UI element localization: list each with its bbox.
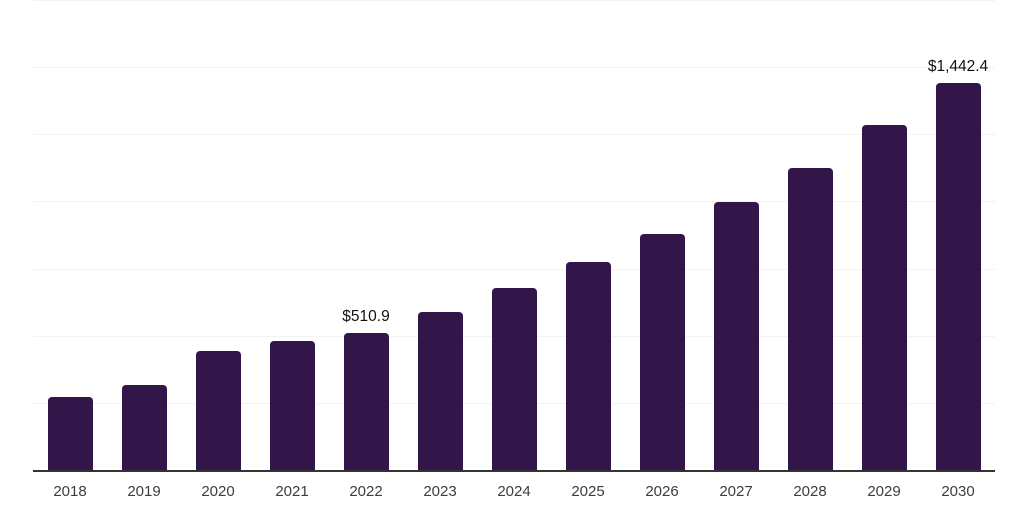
x-tick-label-2028: 2028 (793, 483, 827, 500)
bar-2025 (565, 261, 611, 470)
bar-value-label: $510.9 (342, 307, 390, 325)
x-tick-label-2029: 2029 (867, 483, 901, 500)
x-tick-label-2023: 2023 (423, 483, 457, 500)
bar-2022 (343, 332, 389, 470)
x-tick-label-2019: 2019 (127, 483, 161, 500)
gridline (33, 134, 995, 136)
x-tick-label-2027: 2027 (719, 483, 753, 500)
gridline (33, 67, 995, 69)
x-axis-line (33, 470, 995, 472)
bar-2023 (417, 312, 463, 470)
bar-2027 (713, 201, 759, 470)
bar-value-label: $1,442.4 (927, 57, 989, 75)
plot-area: $510.9 $1,442.4 (33, 0, 995, 470)
bar-2024 (491, 287, 537, 470)
gridline (33, 0, 995, 1)
bar-2030 (935, 82, 981, 470)
x-tick-label-2025: 2025 (571, 483, 605, 500)
bar-2019 (121, 384, 167, 470)
bar-2028 (787, 167, 833, 470)
x-tick-label-2020: 2020 (201, 483, 235, 500)
bar-2026 (639, 233, 685, 470)
bar-2020 (195, 351, 241, 470)
x-tick-label-2030: 2030 (941, 483, 975, 500)
bar-2029 (861, 124, 907, 470)
x-axis-labels: 2018 2019 2020 2021 2022 2023 2024 2025 2026 2027… (33, 482, 995, 504)
gridline (33, 268, 995, 270)
bar-2018 (47, 396, 93, 470)
x-tick-label-2018: 2018 (53, 483, 87, 500)
bar-2021 (269, 341, 315, 470)
x-tick-label-2021: 2021 (275, 483, 309, 500)
x-tick-label-2022: 2022 (349, 483, 383, 500)
x-tick-label-2026: 2026 (645, 483, 679, 500)
gridline (33, 201, 995, 203)
x-tick-label-2024: 2024 (497, 483, 531, 500)
